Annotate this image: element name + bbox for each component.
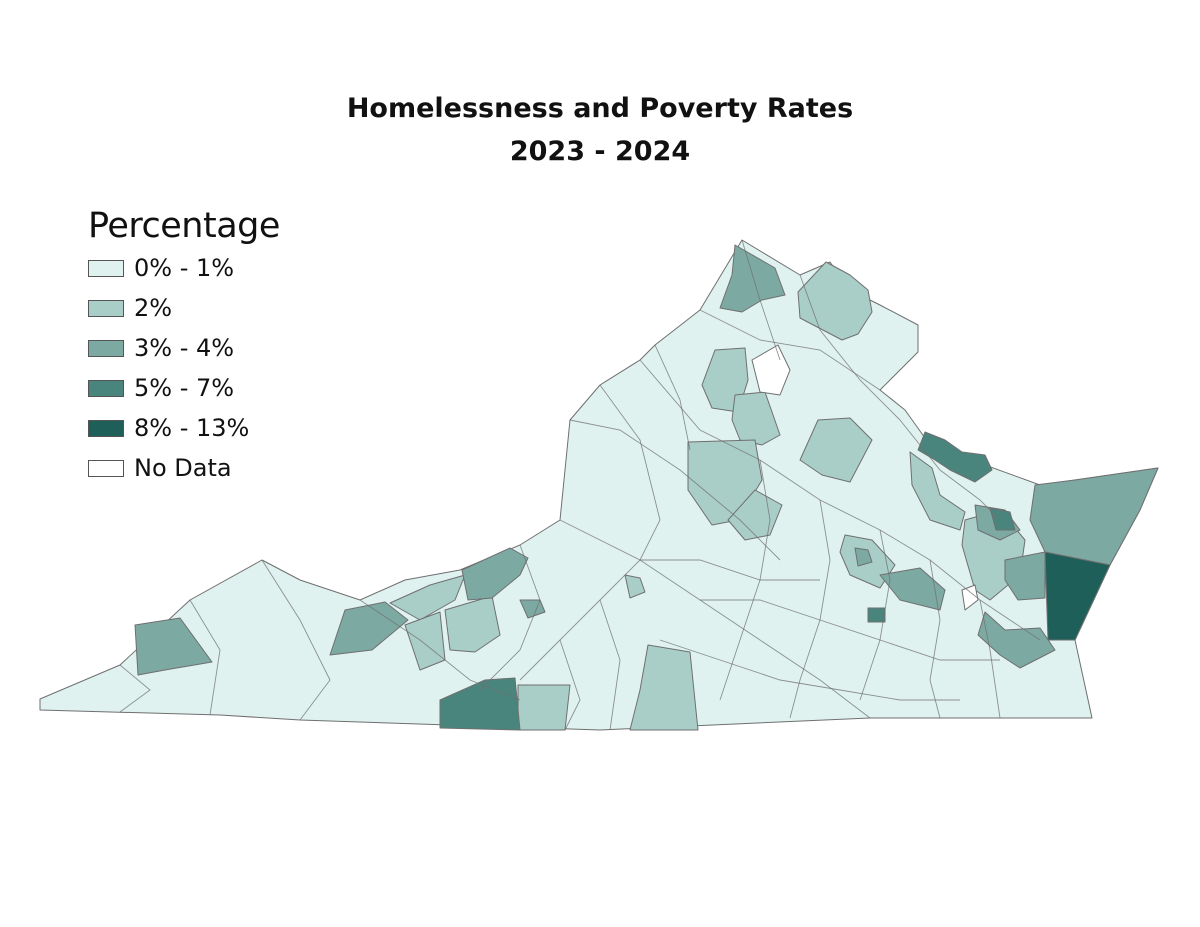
county xyxy=(879,567,946,611)
legend-item: 0% - 1% xyxy=(88,248,280,288)
county xyxy=(799,417,873,483)
legend-item: 8% - 13% xyxy=(88,408,280,448)
county xyxy=(977,611,1056,669)
county xyxy=(1029,467,1159,566)
legend-item: 2% xyxy=(88,288,280,328)
map-title: Homelessness and Poverty Rates xyxy=(346,93,854,124)
legend-label: 3% - 4% xyxy=(134,334,235,362)
legend-item: 3% - 4% xyxy=(88,328,280,368)
county xyxy=(867,607,886,623)
legend-title: Percentage xyxy=(88,206,280,246)
legend-label: No Data xyxy=(134,454,232,482)
county xyxy=(517,684,571,731)
county xyxy=(624,574,646,599)
legend-label: 8% - 13% xyxy=(134,414,250,442)
legend-label: 5% - 7% xyxy=(134,374,235,402)
legend-swatch xyxy=(88,379,124,397)
county-boundaries xyxy=(119,239,1041,731)
county xyxy=(329,601,409,656)
county xyxy=(519,599,546,619)
legend-label: 0% - 1% xyxy=(134,254,235,282)
legend-swatch xyxy=(88,299,124,317)
legend-item: No Data xyxy=(88,448,280,488)
county xyxy=(854,547,873,567)
legend-swatch xyxy=(88,259,124,277)
county xyxy=(909,451,966,531)
county xyxy=(134,617,213,676)
legend-swatch xyxy=(88,339,124,357)
county xyxy=(461,547,529,601)
legend-item: 5% - 7% xyxy=(88,368,280,408)
county xyxy=(917,431,993,483)
county xyxy=(719,244,786,313)
legend-swatch xyxy=(88,419,124,437)
county-no-data xyxy=(751,344,791,396)
county xyxy=(1004,551,1046,601)
legend-label: 2% xyxy=(134,294,173,322)
county xyxy=(389,574,466,621)
map-subtitle: 2023 - 2024 xyxy=(509,136,691,167)
county xyxy=(1044,551,1111,641)
county xyxy=(629,644,699,731)
legend: Percentage 0% - 1% 2% 3% - 4% 5% - 7% 8%… xyxy=(88,204,280,488)
county xyxy=(989,507,1016,531)
county-no-data xyxy=(961,584,979,611)
legend-swatch xyxy=(88,459,124,477)
